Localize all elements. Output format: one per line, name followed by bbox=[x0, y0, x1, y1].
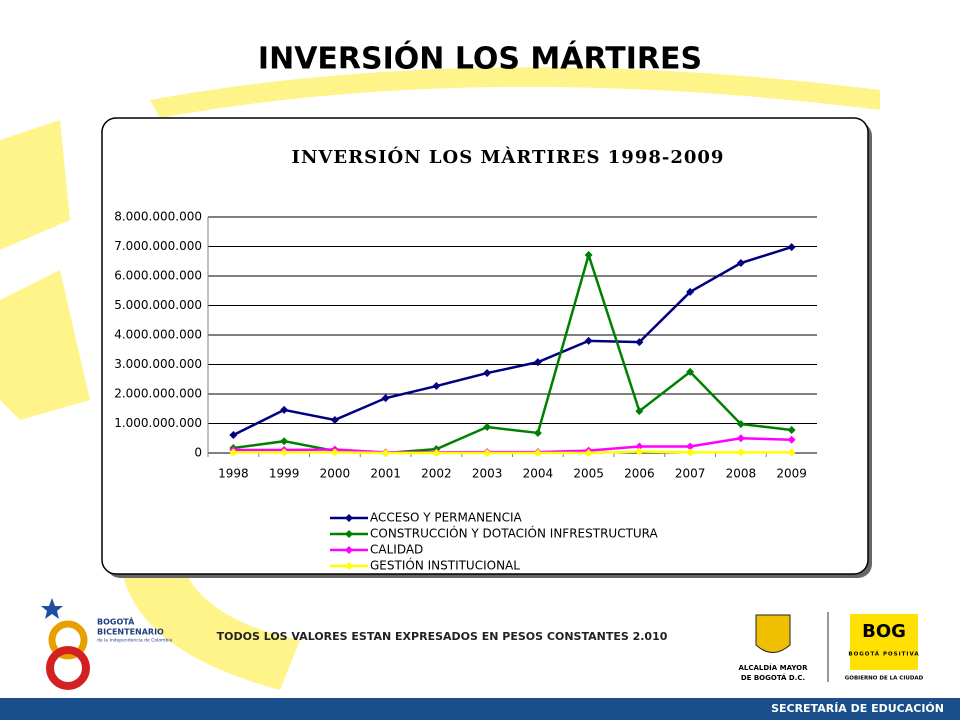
marker bbox=[280, 405, 289, 414]
marker bbox=[787, 243, 796, 252]
x-tick-label: 1998 bbox=[218, 467, 249, 481]
marker bbox=[584, 336, 593, 345]
y-tick-label: 6.000.000.000 bbox=[114, 269, 202, 283]
footer-text: SECRETARÍA DE EDUCACIÓN bbox=[771, 702, 944, 715]
marker bbox=[736, 448, 745, 457]
marker bbox=[635, 407, 644, 416]
marker bbox=[584, 251, 593, 260]
marker bbox=[533, 358, 542, 367]
logo-star bbox=[41, 598, 63, 619]
chart-title: INVERSIÓN LOS MÀRTIRES 1998-2009 bbox=[292, 145, 725, 168]
marker bbox=[686, 367, 695, 376]
y-tick-label: 4.000.000.000 bbox=[114, 328, 202, 342]
logo-text: BOGOTÁ bbox=[97, 616, 135, 627]
x-tick-label: 2007 bbox=[675, 467, 706, 481]
y-tick-label: 0 bbox=[194, 446, 202, 460]
x-tick-label: 2005 bbox=[573, 467, 604, 481]
marker bbox=[229, 448, 238, 457]
marker bbox=[787, 448, 796, 457]
marker bbox=[686, 442, 695, 451]
x-tick-label: 2002 bbox=[421, 467, 452, 481]
marker bbox=[432, 449, 441, 457]
x-tick-label: 2009 bbox=[776, 467, 807, 481]
marker bbox=[381, 449, 390, 457]
y-tick-label: 3.000.000.000 bbox=[114, 357, 202, 371]
marker bbox=[736, 434, 745, 443]
note: TODOS LOS VALORES ESTAN EXPRESADOS EN PE… bbox=[217, 630, 668, 643]
deco bbox=[0, 120, 70, 250]
logo-text: BOG bbox=[862, 621, 906, 642]
footer-bar bbox=[0, 698, 960, 720]
logo-shape bbox=[46, 646, 90, 690]
x-tick-label: 2001 bbox=[370, 467, 401, 481]
marker bbox=[432, 382, 441, 391]
logo-text: GOBIERNO DE LA CIUDAD bbox=[845, 676, 924, 682]
marker bbox=[736, 259, 745, 268]
deco bbox=[0, 270, 90, 420]
marker bbox=[280, 437, 289, 446]
marker bbox=[533, 428, 542, 437]
logo-shield bbox=[755, 614, 791, 653]
x-tick-label: 2008 bbox=[726, 467, 757, 481]
y-tick-label: 8.000.000.000 bbox=[114, 210, 202, 224]
marker bbox=[483, 369, 492, 378]
marker bbox=[736, 420, 745, 429]
legend-label: GESTIÓN INSTITUCIONAL bbox=[370, 558, 520, 573]
logo-text: BOGOTÁ POSITIVA bbox=[848, 651, 919, 658]
y-tick-label: 5.000.000.000 bbox=[114, 298, 202, 312]
x-tick-label: 2004 bbox=[523, 467, 554, 481]
legend-marker bbox=[345, 530, 353, 538]
marker bbox=[330, 415, 339, 424]
deco bbox=[120, 560, 300, 690]
logo-text: ALCALDÍA MAYOR bbox=[738, 663, 808, 672]
logo-text: de la Independencia de Colombia bbox=[97, 638, 173, 644]
logo-box bbox=[850, 614, 918, 670]
y-tick-label: 2.000.000.000 bbox=[114, 387, 202, 401]
marker bbox=[229, 431, 238, 440]
x-tick-label: 1999 bbox=[269, 467, 300, 481]
marker bbox=[381, 394, 390, 403]
marker bbox=[686, 287, 695, 296]
marker bbox=[686, 448, 695, 457]
chart-frame bbox=[101, 117, 869, 575]
legend-label: ACCESO Y PERMANENCIA bbox=[370, 511, 523, 525]
series-line bbox=[232, 245, 792, 437]
legend-label: CONSTRUCCIÓN Y DOTACIÓN INFRESTRUCTURA bbox=[370, 526, 659, 541]
marker bbox=[787, 425, 796, 434]
legend-marker bbox=[345, 546, 353, 554]
marker bbox=[483, 449, 492, 457]
x-tick-label: 2003 bbox=[472, 467, 503, 481]
marker bbox=[533, 449, 542, 457]
marker bbox=[787, 435, 796, 444]
legend-marker bbox=[345, 514, 353, 522]
logo-text: DE BOGOTÁ D.C. bbox=[741, 673, 805, 682]
slide-title: INVERSIÓN LOS MÁRTIRES bbox=[258, 40, 702, 77]
marker bbox=[280, 448, 289, 457]
y-tick-label: 7.000.000.000 bbox=[114, 239, 202, 253]
deco bbox=[150, 67, 880, 118]
marker bbox=[635, 447, 644, 456]
marker bbox=[635, 442, 644, 451]
x-tick-label: 2006 bbox=[624, 467, 655, 481]
logo-text: BICENTENARIO bbox=[97, 628, 164, 637]
legend-marker bbox=[345, 562, 353, 570]
marker bbox=[483, 423, 492, 432]
logo-shape bbox=[48, 620, 88, 660]
marker bbox=[635, 338, 644, 347]
x-tick-label: 2000 bbox=[320, 467, 351, 481]
series-line bbox=[233, 450, 792, 455]
marker bbox=[584, 449, 593, 457]
y-tick-label: 1.000.000.000 bbox=[114, 416, 202, 430]
marker bbox=[330, 448, 339, 457]
legend-label: CALIDAD bbox=[370, 543, 423, 557]
